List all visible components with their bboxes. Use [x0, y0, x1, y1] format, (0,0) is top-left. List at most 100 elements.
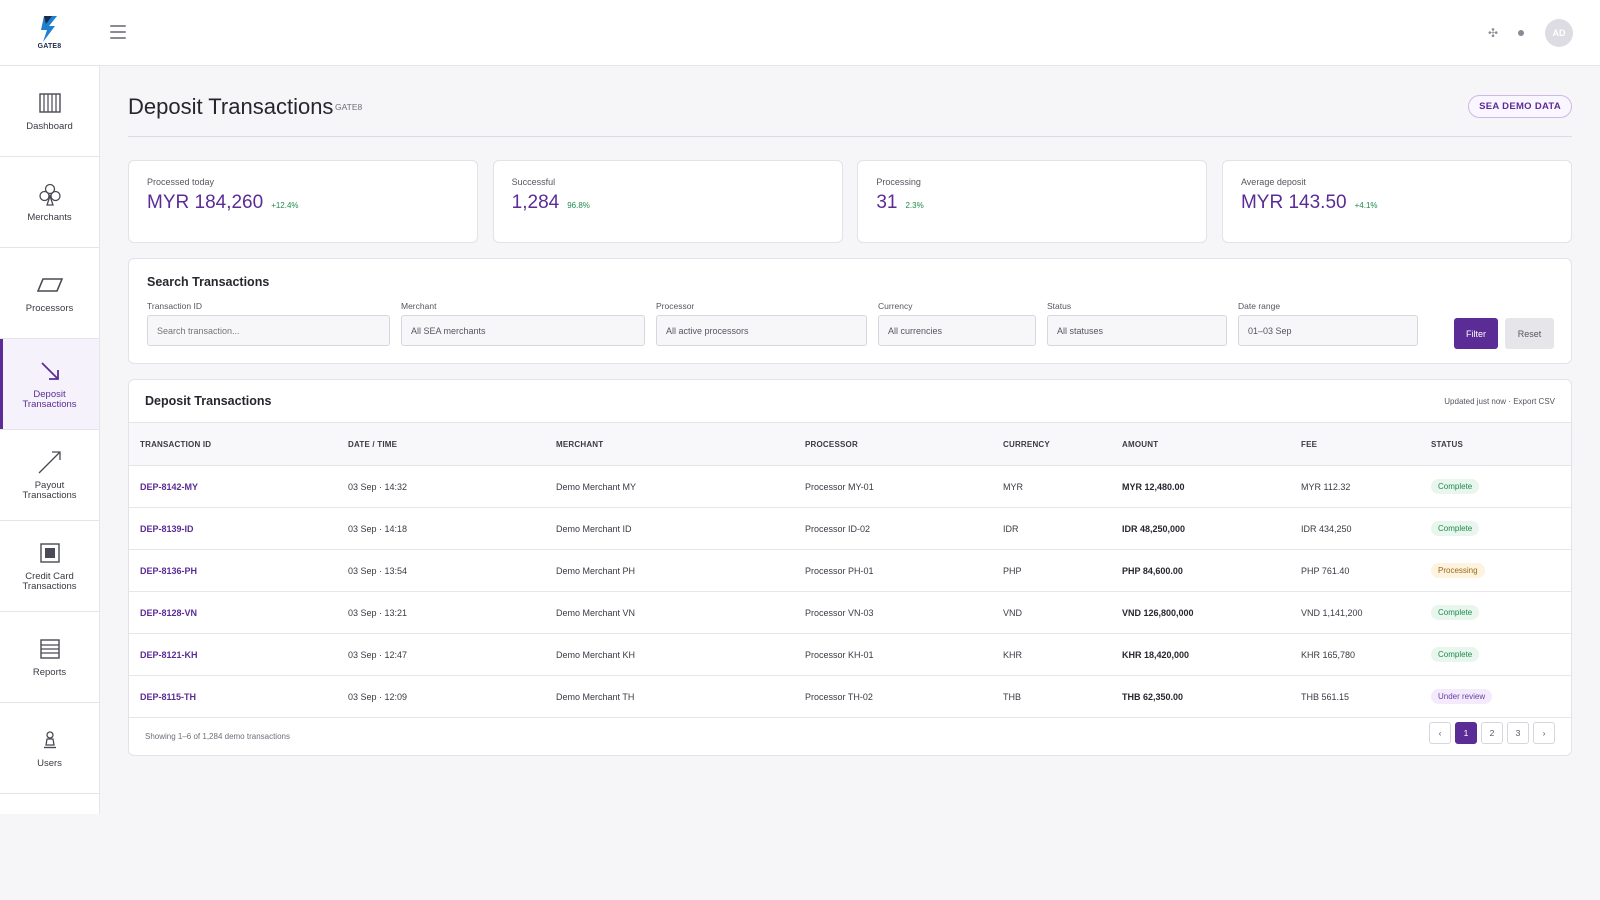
field-label: Processor: [656, 301, 695, 311]
processor-cell: Processor KH-01: [805, 650, 874, 660]
status-select[interactable]: All statuses: [1047, 315, 1227, 346]
sidebar-item-processors[interactable]: Processors: [0, 248, 99, 339]
transaction-id-link[interactable]: DEP-8139-ID: [140, 524, 194, 534]
menu-toggle-icon[interactable]: [110, 25, 126, 39]
sidebar-item-label: Payout Transactions: [22, 480, 77, 501]
transaction-id-link[interactable]: DEP-8136-PH: [140, 566, 198, 576]
currency-field: Currency All currencies: [878, 301, 1036, 346]
stat-card-processed-today: Processed today MYR 184,260 +12.4%: [128, 160, 478, 243]
table-row[interactable]: DEP-8121-KH 03 Sep · 12:47 Demo Merchant…: [129, 634, 1571, 676]
currency-cell: VND: [1003, 608, 1023, 618]
demo-data-badge: SEA DEMO DATA: [1468, 95, 1572, 118]
stat-delta: +12.4%: [271, 201, 299, 210]
stat-value: MYR 143.50: [1240, 192, 1347, 213]
sidebar-item-merchants[interactable]: Merchants: [0, 157, 99, 248]
parallelogram-icon: [36, 272, 63, 298]
column-header[interactable]: TRANSACTION ID: [140, 440, 212, 449]
column-header[interactable]: AMOUNT: [1122, 440, 1159, 449]
top-bar: GATE8 ✣ AD: [0, 0, 1600, 66]
transaction-id-link[interactable]: DEP-8115-TH: [140, 692, 197, 702]
datetime-cell: 03 Sep · 12:09: [348, 692, 408, 702]
status-badge: Complete: [1431, 521, 1480, 536]
column-header[interactable]: MERCHANT: [556, 440, 604, 449]
merchant-cell: Demo Merchant ID: [556, 524, 632, 534]
processor-select[interactable]: All active processors: [656, 315, 867, 346]
square-icon: [37, 540, 63, 566]
date-range-input[interactable]: 01–03 Sep: [1238, 315, 1418, 346]
stat-delta: 2.3%: [905, 201, 924, 210]
table-row[interactable]: DEP-8136-PH 03 Sep · 13:54 Demo Merchant…: [129, 550, 1571, 592]
transaction-id-link[interactable]: DEP-8142-MY: [140, 482, 199, 492]
transaction-id-link[interactable]: DEP-8128-VN: [140, 608, 198, 618]
move-icon[interactable]: ✣: [1487, 26, 1499, 40]
column-header[interactable]: CURRENCY: [1003, 440, 1050, 449]
amount-cell: IDR 48,250,000: [1122, 524, 1186, 534]
currency-select[interactable]: All currencies: [878, 315, 1036, 346]
fee-cell: MYR 112.32: [1301, 482, 1351, 492]
page-subtitle: GATE8: [335, 102, 363, 112]
bolt-logo-icon: [40, 16, 57, 42]
datetime-cell: 03 Sep · 13:21: [348, 608, 408, 618]
currency-cell: PHP: [1003, 566, 1022, 576]
stat-value: MYR 184,260: [147, 192, 264, 213]
status-badge: Complete: [1431, 605, 1480, 620]
next-page-button[interactable]: ›: [1533, 722, 1555, 744]
amount-cell: KHR 18,420,000: [1122, 650, 1190, 660]
currency-cell: IDR: [1003, 524, 1019, 534]
page-button[interactable]: 1: [1455, 722, 1477, 744]
prev-page-button[interactable]: ‹: [1429, 722, 1451, 744]
pagination: ‹ 1 2 3 ›: [1425, 722, 1555, 744]
column-header[interactable]: STATUS: [1431, 440, 1464, 449]
amount-cell: THB 62,350.00: [1122, 692, 1184, 702]
stat-label: Average deposit: [1240, 177, 1306, 187]
status-badge: Complete: [1431, 647, 1480, 662]
transaction-id-link[interactable]: DEP-8121-KH: [140, 650, 198, 660]
stat-delta: +4.1%: [1354, 201, 1378, 210]
processor-field: Processor All active processors: [656, 301, 867, 346]
filter-button[interactable]: Filter: [1454, 318, 1498, 349]
sidebar-item-reports[interactable]: Reports: [0, 612, 99, 703]
table-footer-text: Showing 1–6 of 1,284 demo transactions: [145, 732, 290, 741]
table-row[interactable]: DEP-8139-ID 03 Sep · 14:18 Demo Merchant…: [129, 508, 1571, 550]
table-row[interactable]: DEP-8115-TH 03 Sep · 12:09 Demo Merchant…: [129, 676, 1571, 718]
column-header[interactable]: PROCESSOR: [805, 440, 858, 449]
sidebar-item-payout-transactions[interactable]: Payout Transactions: [0, 430, 99, 521]
status-badge: Processing: [1431, 563, 1485, 578]
notification-dot-icon[interactable]: [1518, 30, 1524, 36]
sidebar-item-dashboard[interactable]: Dashboard: [0, 66, 99, 157]
avatar[interactable]: AD: [1545, 19, 1573, 47]
field-label: Status: [1047, 301, 1072, 311]
sidebar-item-label: Dashboard: [26, 121, 73, 132]
page-button[interactable]: 2: [1481, 722, 1503, 744]
stat-label: Processed today: [147, 177, 215, 187]
table-row[interactable]: DEP-8128-VN 03 Sep · 13:21 Demo Merchant…: [129, 592, 1571, 634]
amount-cell: MYR 12,480.00: [1122, 482, 1185, 492]
arrow-up-right-icon: [37, 449, 63, 475]
arrow-down-right-icon: [37, 358, 63, 384]
sidebar-item-users[interactable]: Users: [0, 703, 99, 794]
sidebar-item-deposit-transactions[interactable]: Deposit Transactions: [0, 339, 99, 430]
search-panel: Search Transactions Transaction ID Merch…: [128, 258, 1572, 364]
chess-pawn-icon: [37, 727, 63, 753]
page-button[interactable]: 3: [1507, 722, 1529, 744]
column-header[interactable]: FEE: [1301, 440, 1318, 449]
stat-card-average-deposit: Average deposit MYR 143.50 +4.1%: [1221, 160, 1572, 243]
fee-cell: PHP 761.40: [1301, 566, 1350, 576]
export-csv-link[interactable]: Export CSV: [1513, 397, 1555, 406]
sidebar-item-credit-card-transactions[interactable]: Credit Card Transactions: [0, 521, 99, 612]
club-icon: [37, 181, 63, 207]
field-label: Currency: [878, 301, 913, 311]
sidebar-item-label: Processors: [25, 303, 74, 314]
table-row[interactable]: DEP-8142-MY 03 Sep · 14:32 Demo Merchant…: [129, 466, 1571, 508]
reset-button[interactable]: Reset: [1505, 318, 1554, 349]
merchant-select[interactable]: All SEA merchants: [401, 315, 645, 346]
column-header[interactable]: DATE / TIME: [348, 440, 398, 449]
logo[interactable]: GATE8: [0, 0, 99, 66]
merchant-cell: Demo Merchant TH: [556, 692, 635, 702]
table-header: TRANSACTION ID DATE / TIME MERCHANT PROC…: [129, 422, 1571, 466]
stats-row: Processed today MYR 184,260 +12.4% Succes…: [128, 160, 1572, 243]
merchant-cell: Demo Merchant VN: [556, 608, 636, 618]
stat-label: Successful: [511, 177, 556, 187]
amount-cell: PHP 84,600.00: [1122, 566, 1183, 576]
transaction-id-input[interactable]: [147, 315, 390, 346]
